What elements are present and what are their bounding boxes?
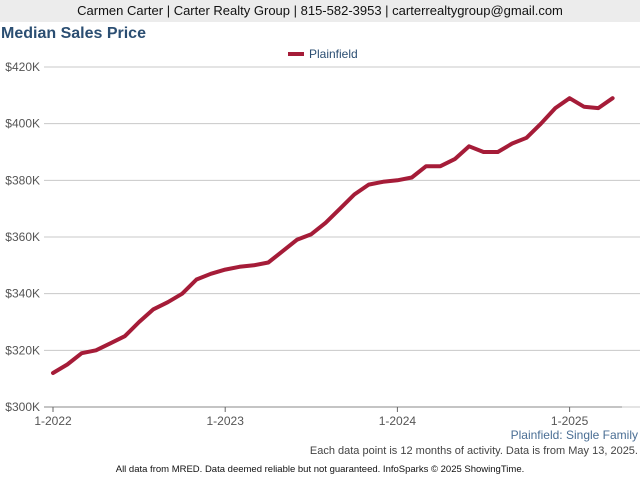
y-tick-label: $340K [5, 287, 40, 301]
y-tick-label: $400K [5, 117, 40, 131]
agent-contact-banner: Carmen Carter | Carter Realty Group | 81… [0, 0, 640, 22]
y-tick-label: $360K [5, 230, 40, 244]
legend-label-plainfield: Plainfield [309, 47, 358, 61]
y-tick-label: $320K [5, 343, 40, 357]
x-tick-label: 1-2025 [551, 414, 589, 428]
chart-legend: Plainfield [288, 46, 358, 62]
footer-disclaimer: All data from MRED. Data deemed reliable… [115, 464, 525, 475]
x-tick-label: 1-2022 [34, 414, 72, 428]
y-tick-label: $380K [5, 173, 40, 187]
chart-title: Median Sales Price [1, 25, 146, 42]
chart-subtitle: Plainfield: Single Family [510, 428, 638, 442]
x-tick-label: 1-2023 [207, 414, 245, 428]
legend-swatch-plainfield [288, 52, 304, 56]
y-tick-label: $420K [5, 60, 40, 74]
x-tick-label: 1-2024 [379, 414, 417, 428]
data-note: Each data point is 12 months of activity… [309, 445, 638, 457]
series-line-plainfield [51, 96, 615, 375]
y-tick-label: $300K [5, 400, 40, 414]
